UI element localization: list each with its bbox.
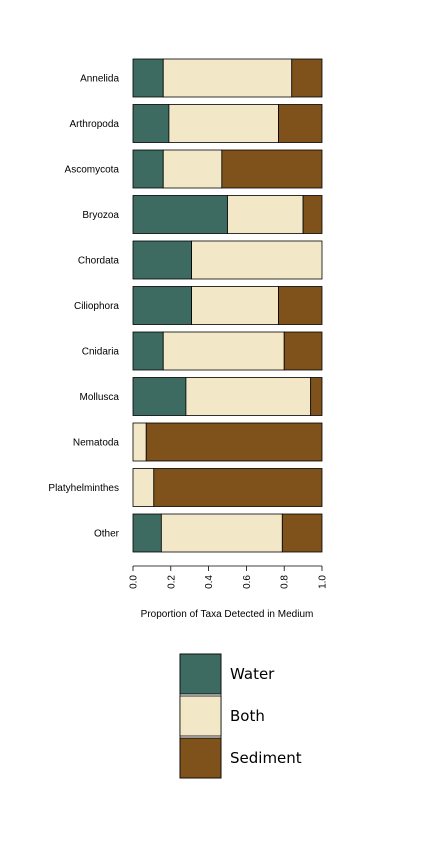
bar-sediment-cnidaria — [283, 331, 323, 371]
bars-group — [132, 58, 323, 553]
category-label: Bryozoa — [82, 210, 119, 221]
bar-sediment-platyhelminthes — [153, 468, 323, 507]
bar-sediment-arthropoda — [278, 104, 323, 143]
bar-sediment-nematoda — [145, 422, 323, 462]
x-tick-label: 0.4 — [204, 575, 215, 589]
bar-both-annelida — [162, 58, 293, 98]
bar-both-nematoda — [132, 422, 147, 462]
category-label: Arthropoda — [70, 119, 120, 130]
x-tick-label: 0.8 — [280, 575, 291, 589]
legend-label-water: Water — [230, 665, 275, 683]
bar-sediment-ciliophora — [278, 286, 323, 325]
category-label: Mollusca — [80, 392, 120, 403]
bar-water-chordata — [132, 240, 192, 280]
bar-both-ciliophora — [191, 286, 279, 325]
category-labels: Annelida Arthropoda Ascomycota Bryozoa Chord… — [48, 74, 119, 540]
category-label: Chordata — [78, 256, 120, 267]
x-tick-label: 0.2 — [166, 575, 177, 589]
bar-both-mollusca — [185, 377, 312, 416]
category-label: Platyhelminthes — [48, 483, 119, 494]
bar-water-ciliophora — [132, 286, 192, 325]
x-tick-label: 1.0 — [318, 575, 329, 589]
category-label: Ascomycota — [65, 165, 120, 176]
legend-swatch-both — [179, 695, 222, 737]
x-tick-label: 0.0 — [129, 575, 140, 589]
x-tick-label: 0.6 — [242, 575, 253, 589]
bar-sediment-annelida — [291, 58, 323, 98]
bar-water-other — [132, 513, 162, 553]
bar-both-arthropoda — [168, 104, 279, 143]
legend-swatch-sediment — [179, 737, 222, 779]
legend-swatch-water — [179, 653, 222, 695]
x-axis: 0.0 0.2 0.4 0.6 0.8 1.0 — [129, 565, 329, 589]
bar-water-bryozoa — [132, 195, 228, 234]
category-label: Ciliophora — [74, 301, 119, 312]
bar-water-arthropoda — [132, 104, 170, 143]
legend: Water Both Sediment — [179, 653, 302, 779]
legend-label-both: Both — [230, 707, 265, 725]
legend-label-sediment: Sediment — [230, 749, 302, 767]
category-label: Cnidaria — [82, 347, 120, 358]
bar-sediment-other — [281, 513, 323, 553]
bar-water-cnidaria — [132, 331, 164, 371]
bar-both-cnidaria — [162, 331, 285, 371]
category-label: Nematoda — [73, 438, 120, 449]
bar-both-ascomycota — [162, 149, 223, 189]
bar-water-mollusca — [132, 377, 187, 416]
bar-both-platyhelminthes — [132, 468, 155, 507]
bar-sediment-ascomycota — [221, 149, 323, 189]
bar-water-ascomycota — [132, 149, 164, 189]
bar-both-chordata — [191, 240, 323, 280]
bar-water-annelida — [132, 58, 164, 98]
x-axis-title: Proportion of Taxa Detected in Medium — [141, 609, 314, 620]
bar-both-bryozoa — [227, 195, 304, 234]
category-label: Annelida — [80, 74, 119, 85]
bar-sediment-bryozoa — [302, 195, 323, 234]
bar-both-other — [160, 513, 283, 553]
category-label: Other — [94, 529, 120, 540]
bar-sediment-mollusca — [310, 377, 323, 416]
